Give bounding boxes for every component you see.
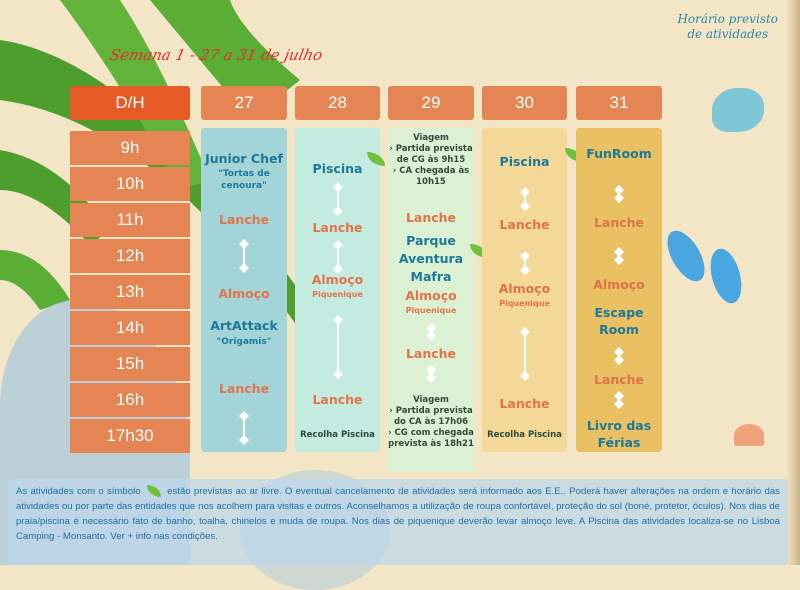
activity-subtitle: Piquenique — [312, 290, 363, 299]
activity-recolha-piscina: Recolha Piscina — [487, 430, 562, 440]
day-28-column: Piscina Lanche Almoço Piquenique Lanche … — [295, 128, 385, 452]
connector-icon — [239, 239, 249, 273]
time-slot: 17h30 — [70, 419, 190, 453]
header-day-30: 30 — [482, 86, 567, 120]
week-title: Semana 1 - 27 a 31 de julho — [108, 46, 325, 64]
activity-almoco: Almoço — [311, 272, 364, 287]
activity-artattack: ArtAttack — [210, 318, 278, 333]
time-slot: 13h — [70, 275, 190, 309]
header-day-29: 29 — [388, 86, 474, 120]
activity-viagem-volta: Viagem › Partida prevista do CA às 17h06 › … — [388, 395, 474, 449]
activity-lanche: Lanche — [593, 372, 645, 387]
header-day-28: 28 — [295, 86, 380, 120]
connector-icon — [332, 240, 343, 274]
activity-lanche: Lanche — [218, 381, 270, 396]
time-slot: 9h — [70, 131, 190, 165]
activity-lanche: Lanche — [312, 220, 363, 235]
activity-piscina: Piscina — [499, 154, 550, 169]
activity-almoco: Almoço — [498, 281, 551, 296]
flip-flop-icon — [705, 245, 747, 307]
connector-icon — [519, 251, 530, 275]
schedule-heading: Horário previsto de atividades — [677, 12, 778, 41]
connector-icon — [239, 411, 249, 445]
activity-subtitle: Piquenique — [405, 306, 457, 315]
activity-subtitle: Piquenique — [499, 299, 550, 308]
connector-icon — [614, 247, 624, 265]
activity-viagem-ida: Viagem › Partida prevista de CG às 9h15 › C… — [389, 133, 473, 187]
connector-icon — [426, 365, 436, 383]
page-edge — [786, 0, 800, 565]
day-31-column: FunRoom Lanche Almoço Escape Room Lanche … — [576, 128, 662, 452]
activity-almoco: Almoço — [218, 286, 270, 301]
time-slot: 10h — [70, 167, 190, 201]
header-day-31: 31 — [576, 86, 662, 120]
header-day-27: 27 — [201, 86, 287, 120]
note-text: estão previstas ao ar livre. O eventual … — [16, 486, 780, 542]
time-slot: 12h — [70, 239, 190, 273]
connector-icon — [332, 182, 343, 216]
time-slot: 16h — [70, 383, 190, 417]
activity-lanche: Lanche — [593, 215, 645, 230]
connector-icon — [519, 187, 530, 211]
time-slot: 14h — [70, 311, 190, 345]
connector-icon — [614, 391, 624, 409]
connector-icon — [426, 323, 436, 341]
connector-icon — [332, 315, 343, 379]
flip-flop-icon — [659, 224, 713, 288]
scallop-shell-icon — [734, 424, 764, 446]
activity-subtitle: "Tortas de cenoura" — [218, 169, 270, 191]
connector-icon — [614, 347, 624, 365]
connector-icon — [614, 185, 624, 203]
day-29-column: Viagem › Partida prevista de CG às 9h15 › C… — [388, 128, 488, 472]
header-dh: D/H — [70, 86, 190, 120]
activity-lanche: Lanche — [405, 346, 457, 361]
activity-lanche: Lanche — [499, 217, 550, 232]
outdoor-leaf-icon — [146, 485, 161, 498]
activity-escape-room: Escape Room — [594, 305, 644, 337]
activity-subtitle: "Origamis" — [216, 337, 272, 347]
seashell-icon — [712, 88, 764, 132]
activity-junior-chef: Junior Chef — [205, 151, 283, 166]
activity-livro-das-ferias: Livro das Férias — [586, 418, 652, 450]
time-slot: 11h — [70, 203, 190, 237]
activity-almoco: Almoço — [405, 288, 457, 303]
day-27-column: Junior Chef "Tortas de cenoura" Lanche A… — [201, 128, 287, 452]
note-prefix: As atividades com o símbolo — [16, 486, 141, 497]
activity-lanche: Lanche — [312, 392, 363, 407]
info-note: As atividades com o símbolo estão previs… — [8, 479, 788, 565]
activity-lanche: Lanche — [405, 210, 457, 225]
activity-piscina: Piscina — [312, 161, 363, 176]
activity-almoco: Almoço — [593, 277, 645, 292]
activity-lanche: Lanche — [499, 396, 550, 411]
connector-icon — [519, 327, 530, 381]
activity-funroom: FunRoom — [586, 146, 652, 161]
day-30-column: Piscina Lanche Almoço Piquenique Lanche … — [482, 128, 567, 452]
activity-recolha-piscina: Recolha Piscina — [300, 430, 375, 440]
activity-parque-aventura: Parque Aventura Mafra — [398, 233, 464, 284]
time-slot: 15h — [70, 347, 190, 381]
activity-lanche: Lanche — [218, 212, 270, 227]
